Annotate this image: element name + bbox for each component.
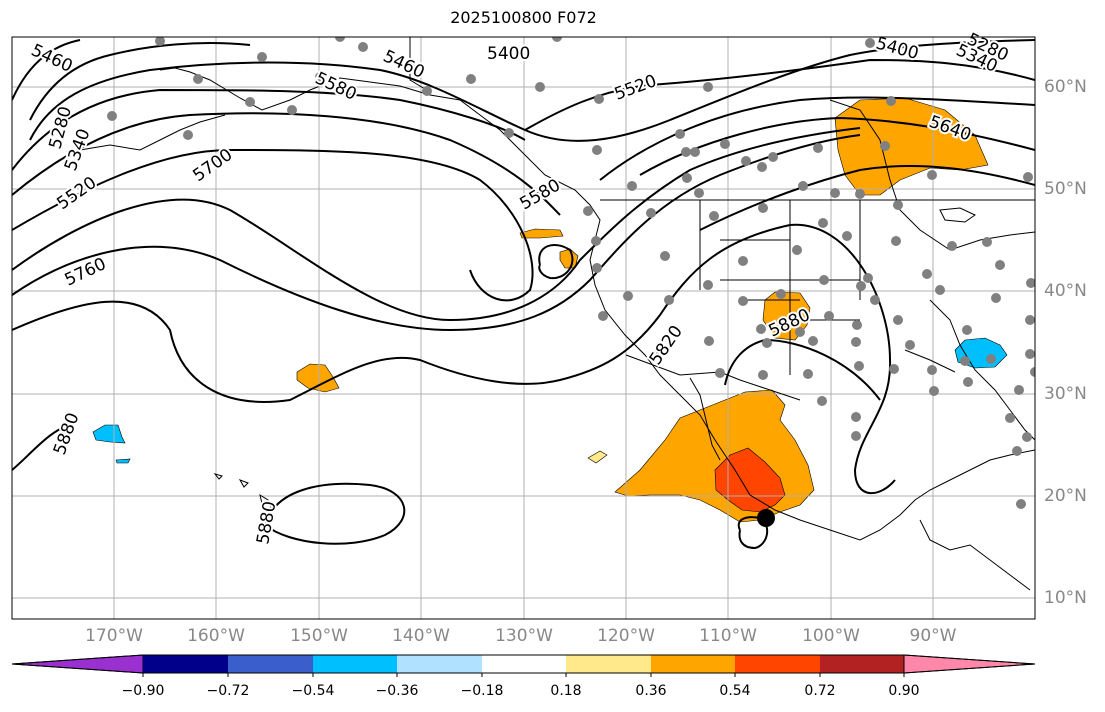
- highlight-marker: [757, 509, 775, 527]
- latitude-label: 60°N: [1044, 77, 1087, 97]
- latitude-label: 30°N: [1044, 384, 1087, 404]
- colorbar-segment: [566, 655, 651, 673]
- colorbar: [11, 654, 1036, 677]
- map-title: 2025100800 F072: [450, 8, 597, 27]
- longitude-label: 90°W: [909, 626, 957, 646]
- colorbar-tick-label: 0.72: [804, 683, 836, 699]
- colorbar-tick-label: −0.90: [121, 683, 165, 699]
- colorbar-segment: [397, 655, 482, 673]
- latitude-label: 50°N: [1044, 179, 1087, 199]
- longitude-label: 140°W: [392, 626, 450, 646]
- colorbar-segment: [735, 655, 820, 673]
- anomaly-negative-pacific: [92, 424, 126, 444]
- station-markers: [107, 37, 1035, 509]
- contour-label: 5400: [487, 44, 530, 64]
- colorbar-segment: [482, 655, 566, 673]
- colorbar-tick-label: −0.36: [375, 683, 419, 699]
- height-contours: [12, 39, 1035, 550]
- longitude-label: 160°W: [187, 626, 245, 646]
- anomaly-negative-small: [115, 458, 131, 464]
- longitude-label: 100°W: [802, 626, 860, 646]
- colorbar-segment: [820, 655, 904, 673]
- latitude-label: 20°N: [1044, 486, 1087, 506]
- colorbar-tick-label: 0.36: [635, 683, 667, 699]
- gridlines: [12, 37, 1035, 619]
- colorbar-tick-label: −0.72: [206, 683, 250, 699]
- colorbar-segment: [228, 655, 313, 673]
- colorbar-segment: [313, 655, 397, 673]
- anomaly-positive-pacific: [296, 363, 340, 393]
- colorbar-segment: [903, 654, 1036, 674]
- colorbar-segment: [651, 655, 735, 673]
- anomaly-positive-calif1: [519, 228, 564, 239]
- colorbar-tick-label: 0.18: [550, 683, 582, 699]
- colorbar-tick-label: −0.54: [291, 683, 335, 699]
- latitude-label: 40°N: [1044, 281, 1087, 301]
- plot-frame: [11, 36, 1036, 620]
- longitude-label: 110°W: [699, 626, 757, 646]
- coastlines: [79, 37, 1035, 591]
- latitude-label: 10°N: [1044, 588, 1087, 608]
- longitude-label: 150°W: [290, 626, 348, 646]
- colorbar-tick-label: 0.90: [888, 683, 920, 699]
- colorbar-tick-label: 0.54: [719, 683, 751, 699]
- longitude-label: 170°W: [85, 626, 143, 646]
- longitude-label: 120°W: [597, 626, 655, 646]
- anomaly-positive-baja: [587, 450, 608, 464]
- colorbar-segment: [143, 655, 228, 673]
- longitude-label: 130°W: [495, 626, 553, 646]
- colorbar-tick-label: −0.18: [460, 683, 504, 699]
- colorbar-segment: [11, 654, 144, 674]
- anomaly-fills: [92, 97, 1008, 523]
- anomaly-positive-canada: [834, 97, 989, 196]
